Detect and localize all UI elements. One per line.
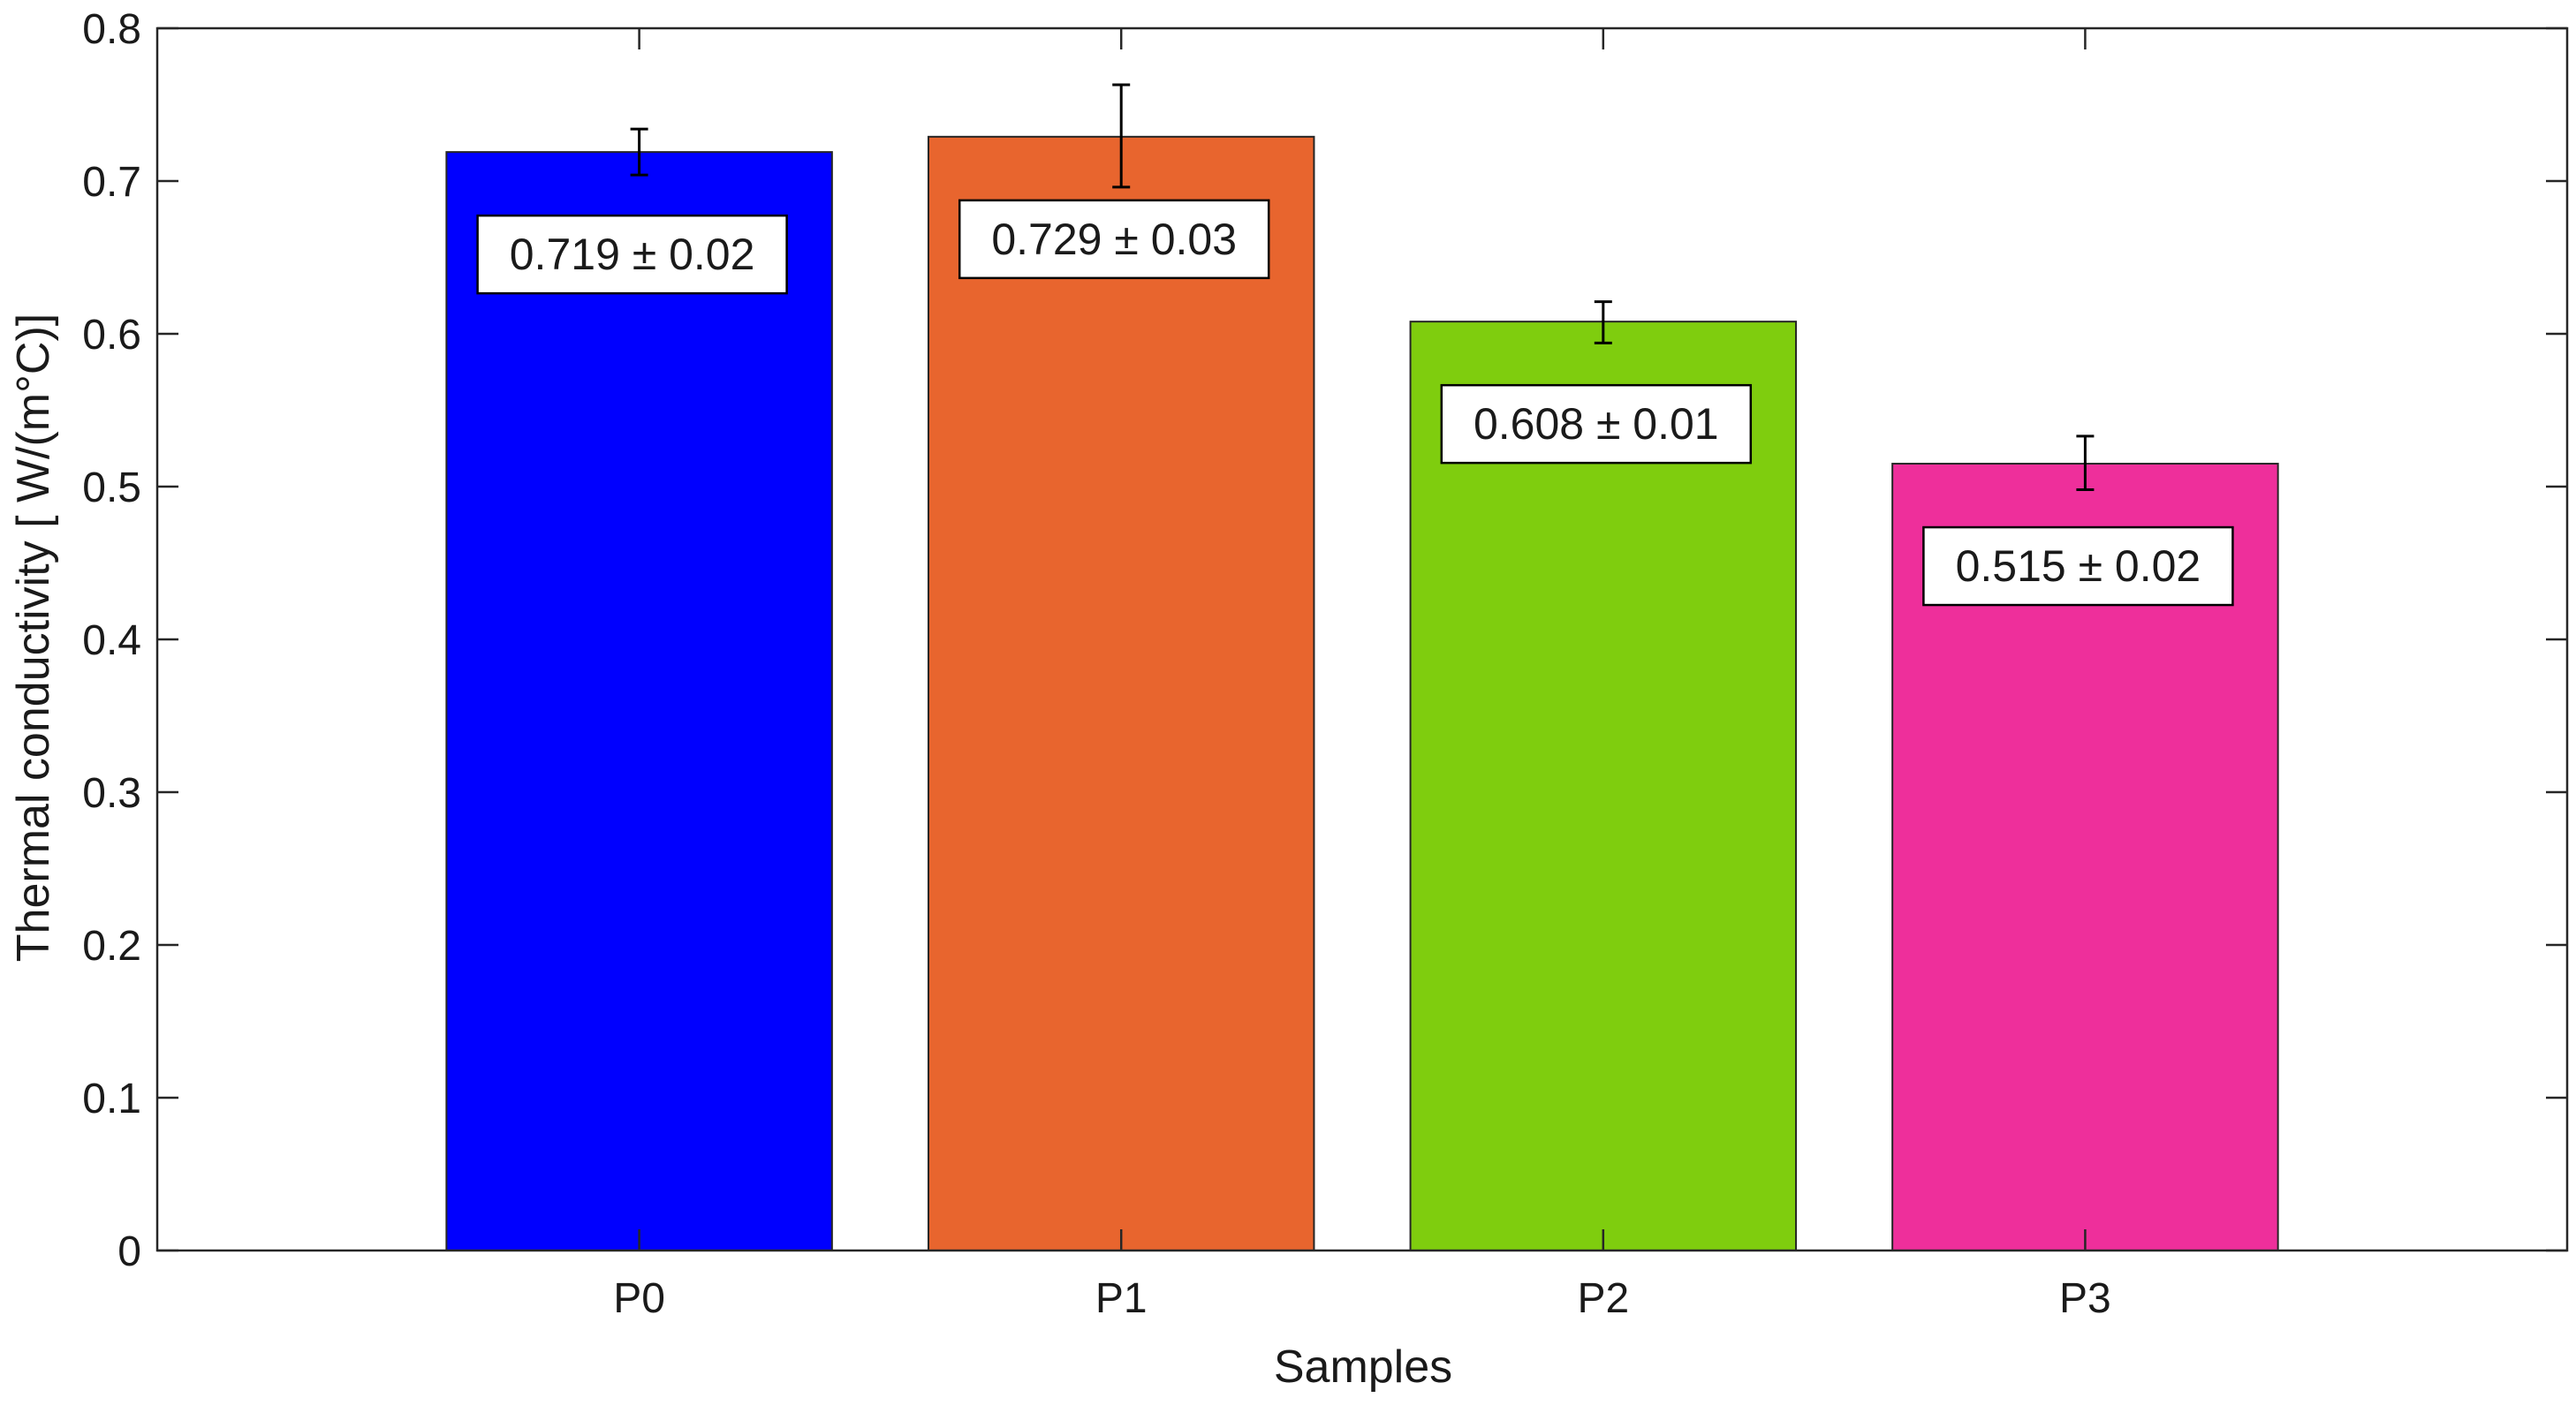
data-label-box-p3 bbox=[1922, 525, 2234, 607]
data-label-p3: 0.515 ± 0.02 bbox=[1956, 541, 2201, 591]
y-axis-title: Thermal conductivity [ W/(m°C)] bbox=[8, 314, 59, 962]
data-label-p1: 0.729 ± 0.03 bbox=[991, 215, 1237, 264]
y-tick-label: 0.6 bbox=[82, 312, 141, 359]
data-labels-layer: 0.719 ± 0.02 0.729 ± 0.03 0.608 ± 0.01 0.51… bbox=[476, 199, 2234, 607]
x-axis-title: Samples bbox=[1274, 1341, 1452, 1393]
y-tick-label: 0 bbox=[117, 1228, 141, 1275]
data-label-box-p2 bbox=[1440, 383, 1753, 465]
data-label-p2: 0.608 ± 0.01 bbox=[1474, 399, 1719, 449]
x-tick-label: P2 bbox=[1577, 1275, 1629, 1322]
y-tick-label: 0.2 bbox=[82, 923, 141, 970]
error-bars-layer bbox=[630, 83, 2095, 491]
axes-layer bbox=[155, 26, 2569, 1252]
data-label-p0: 0.719 ± 0.02 bbox=[510, 230, 755, 279]
y-tick-label: 0.8 bbox=[82, 6, 141, 53]
bar-p2 bbox=[1409, 321, 1798, 1251]
y-tick-label: 0.1 bbox=[82, 1076, 141, 1122]
data-label-box-p1 bbox=[958, 199, 1270, 280]
data-label-box-p0 bbox=[476, 214, 788, 295]
y-tick-label: 0.7 bbox=[82, 159, 141, 206]
bar-p0 bbox=[445, 151, 833, 1251]
bars-layer bbox=[445, 135, 2279, 1252]
y-tick-label: 0.5 bbox=[82, 465, 141, 511]
x-tick-label: P3 bbox=[2059, 1275, 2111, 1322]
x-tick-label: P0 bbox=[613, 1275, 665, 1322]
bar-p1 bbox=[927, 135, 1315, 1252]
x-tick-label: P1 bbox=[1095, 1275, 1148, 1322]
y-tick-label: 0.4 bbox=[82, 617, 141, 664]
y-tick-label: 0.3 bbox=[82, 770, 141, 817]
tick-labels-layer: 0 0.1 0.2 0.3 0.4 0.5 0.6 0.7 0.8 P0 P1 P2 P3 bbox=[82, 6, 2110, 1322]
